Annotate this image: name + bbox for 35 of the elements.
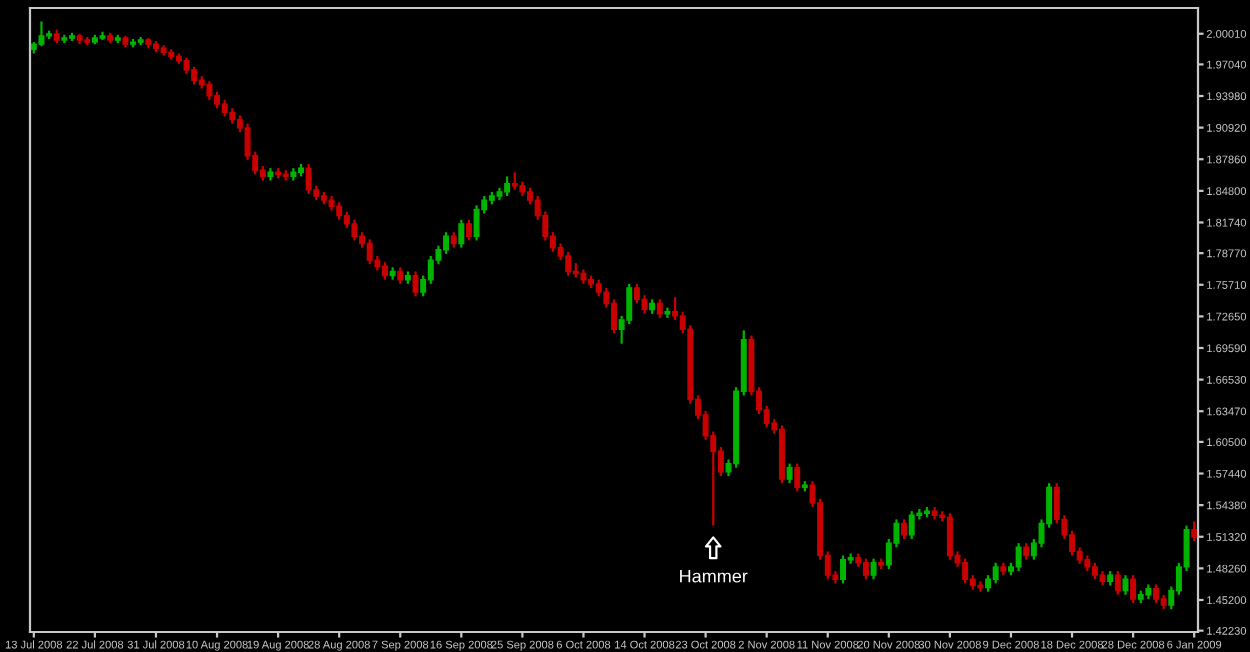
candlestick	[427, 254, 434, 285]
candlestick	[1130, 574, 1137, 605]
candlestick	[305, 162, 312, 196]
candlestick	[465, 218, 472, 242]
candlestick	[206, 80, 213, 102]
candlestick	[786, 462, 793, 485]
candlestick	[458, 218, 465, 249]
candlestick	[901, 518, 908, 541]
candlestick	[504, 175, 511, 198]
candlestick	[992, 561, 999, 585]
candlestick	[38, 20, 45, 48]
candlestick	[977, 580, 984, 593]
candlestick	[1122, 574, 1129, 596]
candlestick	[870, 557, 877, 581]
candlestick	[611, 298, 617, 335]
candlestick	[672, 296, 679, 322]
candlestick	[794, 462, 801, 493]
candlestick	[1153, 583, 1159, 605]
candlestick	[473, 204, 480, 242]
candlestick	[908, 510, 915, 541]
candlestick	[1191, 520, 1198, 543]
candlestick	[962, 557, 969, 585]
candlestick	[946, 512, 953, 561]
candlestick	[1015, 542, 1022, 573]
candlestick	[351, 218, 358, 242]
candlestick	[1114, 569, 1121, 596]
candlestick	[641, 294, 648, 315]
candlestick	[862, 557, 869, 581]
candlestick	[412, 270, 419, 298]
annotation: Hammer	[680, 569, 748, 583]
candlestick	[565, 250, 572, 277]
candlestick	[366, 238, 373, 266]
candlestick	[840, 554, 847, 585]
candlestick	[664, 306, 671, 320]
candlestick	[656, 298, 663, 320]
